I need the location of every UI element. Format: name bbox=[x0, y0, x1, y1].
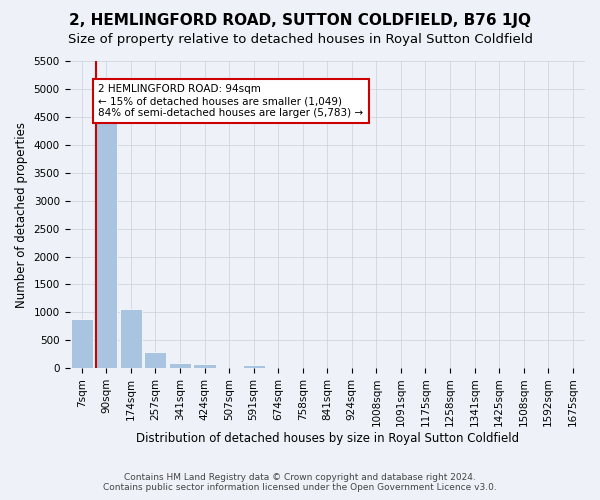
Text: 2, HEMLINGFORD ROAD, SUTTON COLDFIELD, B76 1JQ: 2, HEMLINGFORD ROAD, SUTTON COLDFIELD, B… bbox=[69, 12, 531, 28]
Text: Contains HM Land Registry data © Crown copyright and database right 2024.
Contai: Contains HM Land Registry data © Crown c… bbox=[103, 473, 497, 492]
Bar bbox=[242, 364, 265, 368]
Bar bbox=[193, 364, 215, 368]
Bar bbox=[95, 114, 118, 368]
Y-axis label: Number of detached properties: Number of detached properties bbox=[15, 122, 28, 308]
Text: 2 HEMLINGFORD ROAD: 94sqm
← 15% of detached houses are smaller (1,049)
84% of se: 2 HEMLINGFORD ROAD: 94sqm ← 15% of detac… bbox=[98, 84, 364, 117]
Bar bbox=[71, 319, 93, 368]
X-axis label: Distribution of detached houses by size in Royal Sutton Coldfield: Distribution of detached houses by size … bbox=[136, 432, 519, 445]
Bar bbox=[145, 352, 166, 368]
Bar bbox=[120, 309, 142, 368]
Text: Size of property relative to detached houses in Royal Sutton Coldfield: Size of property relative to detached ho… bbox=[67, 32, 533, 46]
Bar bbox=[169, 363, 191, 368]
